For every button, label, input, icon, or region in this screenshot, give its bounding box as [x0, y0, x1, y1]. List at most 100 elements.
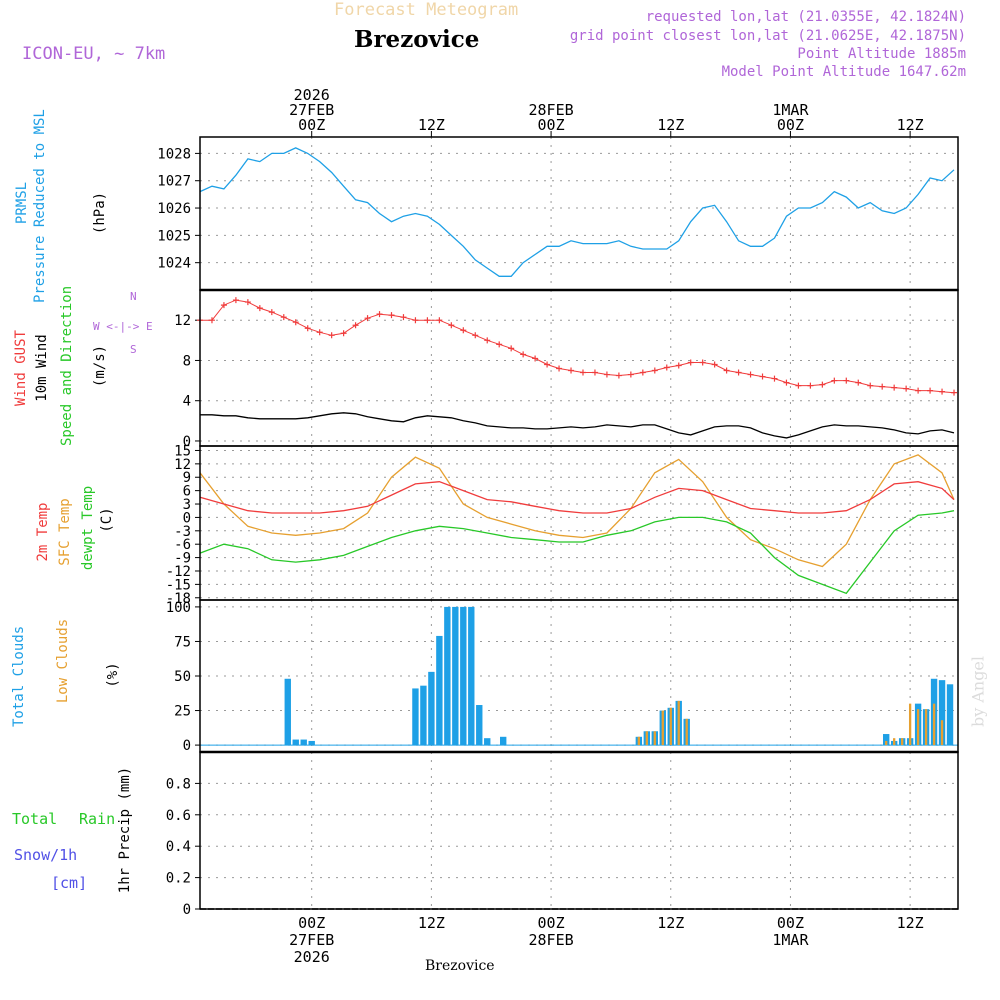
compass-we: W <-|-> E	[93, 320, 153, 333]
gust-marker-7	[280, 314, 287, 321]
temperature-ytick-label-11: 15	[174, 443, 191, 459]
precip-ytick-label-0: 0	[183, 902, 191, 918]
gust-marker-34	[603, 371, 610, 378]
low-cloud-bar-0	[637, 736, 640, 746]
gust-marker-19	[424, 317, 431, 324]
total-cloud-bar-1	[292, 739, 299, 746]
gust-marker-20	[436, 317, 443, 324]
total-cloud-bar-10	[460, 606, 467, 746]
low-cloud-bar-14	[940, 720, 944, 746]
bottom-time-label-3-0: 12Z	[657, 914, 684, 932]
low-cloud-bar-12	[924, 709, 928, 746]
gust-marker-49	[783, 379, 790, 386]
panel-frame-1	[199, 289, 959, 447]
total-cloud-bar-9	[452, 606, 459, 746]
total-cloud-bar-30	[946, 684, 954, 746]
gust-marker-13	[352, 322, 359, 329]
gust-marker-16	[388, 312, 395, 319]
precip-rain-label: Rain	[79, 810, 116, 828]
bottom-time-label-0-0: 00Z	[298, 914, 325, 932]
precip-ytick-label-4: 0.8	[166, 776, 191, 792]
low-cloud-bar-13	[932, 703, 936, 746]
gust-marker-25	[496, 341, 503, 348]
gust-line	[200, 299, 955, 394]
gust-marker-58	[891, 384, 898, 391]
compass-s: S	[130, 343, 137, 356]
gust-marker-17	[400, 314, 407, 321]
top-time-label-0-2: 00Z	[298, 116, 325, 134]
total-cloud-bar-8	[444, 606, 451, 746]
total-cloud-bar-4	[412, 688, 419, 746]
gust-marker-2	[220, 302, 227, 309]
gust-marker-32	[579, 369, 586, 376]
gust-marker-59	[903, 385, 910, 392]
gust-marker-9	[304, 325, 311, 332]
requested-coords: requested lon,lat (21.0355E, 42.1824N)	[645, 9, 966, 25]
low-cloud-bar-4	[669, 707, 672, 746]
clouds-ytick-label-0: 0	[183, 738, 191, 754]
temperature-ytick-label-2: -12	[166, 564, 191, 580]
low-cloud-bar-1	[645, 731, 648, 746]
gust-marker-43	[711, 361, 718, 368]
gust-marker-12	[340, 330, 347, 337]
bottom-time-label-2-0: 00Z	[538, 914, 565, 932]
top-time-label-2-0: 28FEB	[528, 101, 573, 119]
gust-marker-36	[627, 371, 634, 378]
gust-marker-38	[651, 367, 658, 374]
top-time-label-3-0: 12Z	[657, 116, 684, 134]
low-cloud-bar-9	[900, 738, 904, 746]
compass-n: N	[130, 290, 137, 303]
low-cloud-bar-7	[885, 740, 888, 746]
point-altitude: Point Altitude 1885m	[797, 46, 966, 62]
temperature-ytick-label-7: 3	[183, 497, 191, 513]
total-cloud-bar-13	[484, 738, 491, 746]
gust-marker-53	[831, 377, 838, 384]
low-cloud-bar-6	[685, 718, 688, 746]
top-time-label-0-1: 27FEB	[289, 101, 334, 119]
gust-marker-21	[448, 322, 455, 329]
gust-marker-56	[867, 382, 874, 389]
gust-marker-35	[615, 372, 622, 379]
gust-marker-52	[819, 381, 826, 388]
precip-cm-label: [cm]	[51, 874, 88, 892]
bottom-time-label-1-0: 12Z	[418, 914, 445, 932]
top-time-label-1-0: 12Z	[418, 116, 445, 134]
gust-marker-8	[292, 319, 299, 326]
gust-marker-61	[927, 387, 934, 394]
gust-marker-55	[855, 379, 862, 386]
precip-ytick-label-1: 0.2	[166, 871, 191, 887]
bottom-time-label-2-1: 28FEB	[528, 931, 573, 949]
total-cloud-bar-3	[308, 740, 315, 746]
temperature-ytick-label-4: -6	[174, 537, 191, 553]
gust-marker-31	[568, 367, 575, 374]
total-cloud-bar-12	[476, 705, 483, 746]
gust-marker-39	[663, 364, 670, 371]
gust-marker-11	[328, 332, 335, 339]
temperature-ytick-label-1: -15	[166, 577, 191, 593]
gust-marker-63	[951, 389, 958, 396]
wind-ytick-label-3: 12	[174, 313, 191, 329]
pressure-ytick-label-2: 1026	[157, 201, 191, 217]
panel-frame-4	[199, 751, 959, 910]
gust-marker-30	[556, 365, 563, 372]
low-cloud-bar-11	[916, 709, 920, 746]
low-cloud-bar-5	[677, 700, 680, 746]
t2m-line	[199, 481, 955, 514]
gust-marker-29	[544, 361, 551, 368]
clouds-ytick-label-1: 25	[174, 704, 191, 720]
panel-frame-2	[199, 445, 959, 601]
gust-marker-24	[484, 337, 491, 344]
gust-marker-1	[208, 317, 215, 324]
bottom-time-label-4-0: 00Z	[777, 914, 804, 932]
clouds-ytick-label-4: 100	[166, 600, 191, 616]
gust-marker-27	[520, 351, 527, 358]
gust-marker-47	[759, 373, 766, 380]
temperature-ytick-label-6: 0	[183, 510, 191, 526]
gust-marker-40	[675, 362, 682, 369]
clouds-ytick-label-2: 50	[174, 669, 191, 685]
pressure-ytick-label-3: 1027	[157, 174, 191, 190]
total-cloud-bar-29	[938, 680, 946, 746]
bottom-time-label-4-1: 1MAR	[772, 931, 809, 949]
top-time-label-4-0: 1MAR	[772, 101, 809, 119]
gust-marker-51	[807, 382, 814, 389]
